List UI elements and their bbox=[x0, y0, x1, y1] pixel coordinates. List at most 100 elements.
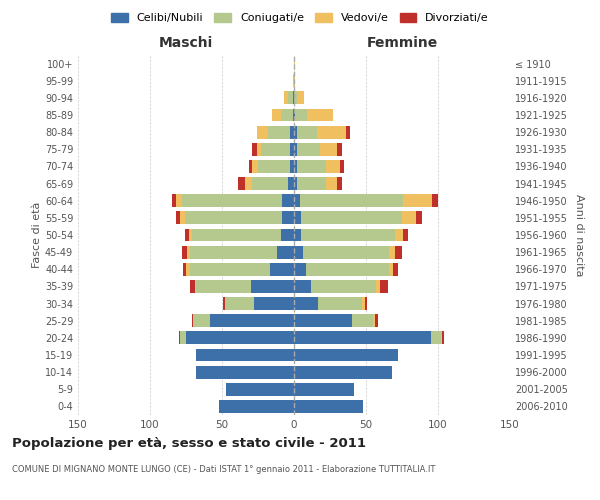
Bar bbox=[442, 332, 444, 344]
Bar bbox=[365, 297, 367, 310]
Bar bbox=[252, 177, 288, 190]
Bar bbox=[272, 108, 281, 122]
Bar bbox=[320, 143, 337, 156]
Bar bbox=[194, 280, 196, 293]
Bar bbox=[180, 332, 186, 344]
Bar bbox=[252, 143, 257, 156]
Bar bbox=[373, 314, 374, 327]
Bar bbox=[395, 246, 402, 258]
Bar bbox=[376, 280, 380, 293]
Bar bbox=[294, 246, 302, 258]
Bar bbox=[179, 332, 180, 344]
Bar bbox=[302, 246, 389, 258]
Bar bbox=[416, 212, 422, 224]
Bar bbox=[258, 160, 290, 173]
Bar bbox=[186, 263, 190, 276]
Bar bbox=[281, 228, 294, 241]
Bar bbox=[346, 126, 350, 138]
Bar bbox=[186, 332, 294, 344]
Bar bbox=[294, 314, 352, 327]
Bar bbox=[380, 280, 388, 293]
Bar bbox=[190, 263, 269, 276]
Bar bbox=[402, 212, 416, 224]
Bar bbox=[297, 126, 317, 138]
Bar bbox=[251, 280, 294, 293]
Bar bbox=[389, 246, 395, 258]
Y-axis label: Anni di nascita: Anni di nascita bbox=[574, 194, 584, 276]
Bar bbox=[305, 263, 389, 276]
Bar bbox=[223, 297, 225, 310]
Bar bbox=[283, 212, 294, 224]
Bar bbox=[294, 280, 311, 293]
Bar bbox=[277, 246, 294, 258]
Bar bbox=[290, 126, 294, 138]
Bar bbox=[183, 263, 186, 276]
Bar bbox=[294, 177, 297, 190]
Bar bbox=[290, 143, 294, 156]
Bar bbox=[300, 194, 403, 207]
Bar bbox=[340, 160, 344, 173]
Legend: Celibi/Nubili, Coniugati/e, Vedovi/e, Divorziati/e: Celibi/Nubili, Coniugati/e, Vedovi/e, Di… bbox=[107, 8, 493, 28]
Bar bbox=[294, 74, 295, 87]
Bar bbox=[294, 383, 355, 396]
Bar bbox=[294, 348, 398, 362]
Bar bbox=[190, 246, 277, 258]
Bar bbox=[176, 212, 180, 224]
Bar bbox=[431, 332, 441, 344]
Bar bbox=[374, 314, 377, 327]
Bar bbox=[189, 228, 192, 241]
Bar bbox=[252, 160, 258, 173]
Bar bbox=[294, 212, 301, 224]
Bar bbox=[295, 108, 307, 122]
Bar bbox=[185, 228, 189, 241]
Bar bbox=[294, 400, 363, 413]
Bar bbox=[176, 194, 182, 207]
Bar bbox=[288, 177, 294, 190]
Bar bbox=[297, 92, 304, 104]
Bar bbox=[294, 57, 295, 70]
Bar bbox=[294, 143, 297, 156]
Bar bbox=[352, 314, 373, 327]
Bar bbox=[297, 177, 326, 190]
Bar bbox=[441, 332, 442, 344]
Bar bbox=[337, 177, 341, 190]
Bar bbox=[294, 366, 392, 378]
Bar bbox=[326, 177, 337, 190]
Bar bbox=[238, 177, 245, 190]
Bar bbox=[294, 108, 295, 122]
Bar bbox=[211, 314, 294, 327]
Bar bbox=[257, 126, 268, 138]
Bar bbox=[301, 212, 402, 224]
Bar bbox=[297, 143, 320, 156]
Text: COMUNE DI MIGNANO MONTE LUNGO (CE) - Dati ISTAT 1° gennaio 2011 - Elaborazione T: COMUNE DI MIGNANO MONTE LUNGO (CE) - Dat… bbox=[12, 466, 436, 474]
Bar bbox=[389, 263, 394, 276]
Bar bbox=[403, 228, 408, 241]
Bar bbox=[403, 194, 432, 207]
Bar bbox=[225, 297, 254, 310]
Bar bbox=[294, 263, 305, 276]
Bar bbox=[182, 246, 187, 258]
Bar bbox=[294, 228, 301, 241]
Bar bbox=[307, 108, 333, 122]
Bar bbox=[294, 126, 297, 138]
Bar bbox=[283, 194, 294, 207]
Bar bbox=[293, 108, 294, 122]
Bar bbox=[319, 297, 362, 310]
Bar bbox=[193, 314, 211, 327]
Bar bbox=[362, 297, 365, 310]
Text: Popolazione per età, sesso e stato civile - 2011: Popolazione per età, sesso e stato civil… bbox=[12, 438, 366, 450]
Bar bbox=[254, 297, 294, 310]
Bar bbox=[182, 194, 283, 207]
Bar bbox=[432, 194, 438, 207]
Bar bbox=[269, 263, 294, 276]
Bar bbox=[192, 228, 281, 241]
Y-axis label: Fasce di età: Fasce di età bbox=[32, 202, 42, 268]
Bar bbox=[326, 160, 340, 173]
Bar bbox=[311, 280, 376, 293]
Bar bbox=[301, 228, 395, 241]
Bar bbox=[172, 194, 176, 207]
Bar bbox=[196, 348, 294, 362]
Bar bbox=[394, 263, 398, 276]
Bar bbox=[294, 332, 431, 344]
Bar bbox=[281, 108, 293, 122]
